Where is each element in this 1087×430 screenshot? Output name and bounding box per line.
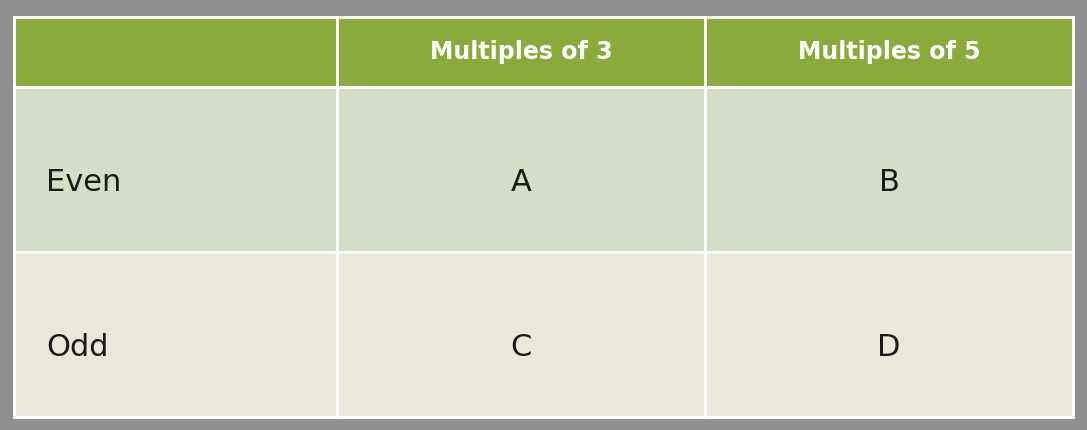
Bar [705,17,1073,87]
Bar [337,252,705,417]
Bar [705,87,1073,252]
Bar [337,87,705,252]
Text: Even: Even [47,169,122,197]
Text: Odd: Odd [47,333,109,362]
Bar [337,17,705,87]
Text: C: C [511,333,532,362]
Bar [14,87,337,252]
Bar [14,252,337,417]
Bar [14,17,337,87]
Text: A: A [511,169,532,197]
Text: Multiples of 3: Multiples of 3 [430,40,613,64]
Text: Multiples of 5: Multiples of 5 [798,40,980,64]
Text: B: B [878,169,900,197]
Text: D: D [877,333,901,362]
Bar [705,252,1073,417]
